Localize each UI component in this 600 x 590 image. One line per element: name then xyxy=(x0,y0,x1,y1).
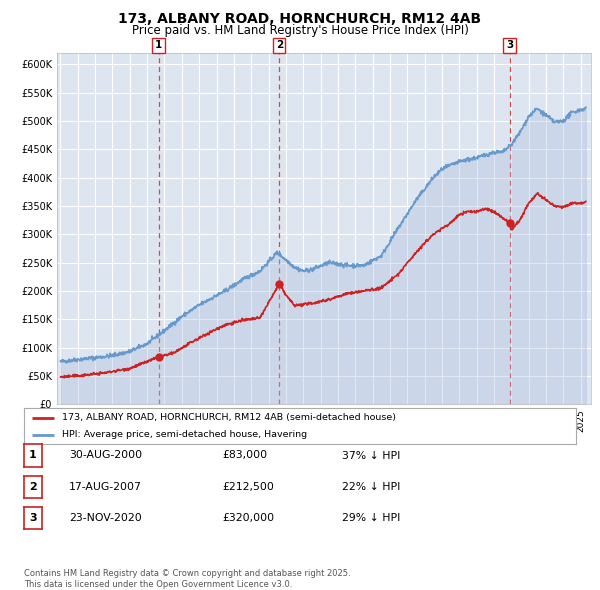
Text: 37% ↓ HPI: 37% ↓ HPI xyxy=(342,451,400,460)
Text: 22% ↓ HPI: 22% ↓ HPI xyxy=(342,482,400,491)
Text: 3: 3 xyxy=(506,40,513,50)
Text: 17-AUG-2007: 17-AUG-2007 xyxy=(69,482,142,491)
Text: 29% ↓ HPI: 29% ↓ HPI xyxy=(342,513,400,523)
Text: 30-AUG-2000: 30-AUG-2000 xyxy=(69,451,142,460)
Text: 3: 3 xyxy=(29,513,37,523)
Text: 1: 1 xyxy=(155,40,162,50)
Text: 2: 2 xyxy=(275,40,283,50)
Text: 23-NOV-2020: 23-NOV-2020 xyxy=(69,513,142,523)
Text: 2: 2 xyxy=(29,482,37,491)
Text: 173, ALBANY ROAD, HORNCHURCH, RM12 4AB (semi-detached house): 173, ALBANY ROAD, HORNCHURCH, RM12 4AB (… xyxy=(62,414,395,422)
Text: £83,000: £83,000 xyxy=(222,451,267,460)
Text: Contains HM Land Registry data © Crown copyright and database right 2025.
This d: Contains HM Land Registry data © Crown c… xyxy=(24,569,350,589)
Text: £212,500: £212,500 xyxy=(222,482,274,491)
Text: £320,000: £320,000 xyxy=(222,513,274,523)
Text: Price paid vs. HM Land Registry's House Price Index (HPI): Price paid vs. HM Land Registry's House … xyxy=(131,24,469,37)
Text: 173, ALBANY ROAD, HORNCHURCH, RM12 4AB: 173, ALBANY ROAD, HORNCHURCH, RM12 4AB xyxy=(118,12,482,26)
Text: 1: 1 xyxy=(29,451,37,460)
Text: HPI: Average price, semi-detached house, Havering: HPI: Average price, semi-detached house,… xyxy=(62,430,307,439)
